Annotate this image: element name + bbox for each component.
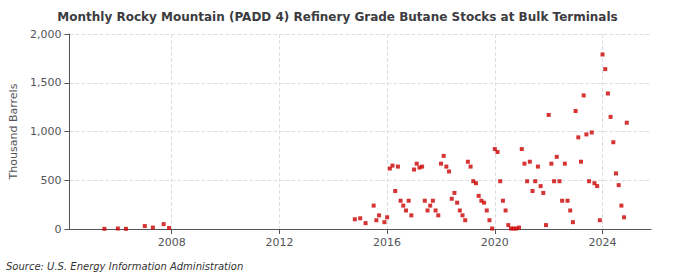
- svg-text:0: 0: [54, 223, 61, 236]
- svg-text:500: 500: [40, 174, 61, 187]
- svg-text:Thousand Barrels: Thousand Barrels: [7, 83, 20, 180]
- svg-text:Monthly Rocky Mountain (PADD 4: Monthly Rocky Mountain (PADD 4) Refinery…: [57, 10, 617, 24]
- svg-text:1,500: 1,500: [30, 76, 62, 89]
- svg-text:2024: 2024: [589, 236, 617, 249]
- svg-text:2,000: 2,000: [30, 28, 62, 41]
- svg-text:2020: 2020: [481, 236, 509, 249]
- svg-text:2012: 2012: [265, 236, 293, 249]
- svg-text:Source: U.S. Energy Informatio: Source: U.S. Energy Information Administ…: [6, 261, 243, 272]
- svg-text:2008: 2008: [158, 236, 186, 249]
- svg-text:1,000: 1,000: [30, 125, 62, 138]
- svg-text:2016: 2016: [373, 236, 401, 249]
